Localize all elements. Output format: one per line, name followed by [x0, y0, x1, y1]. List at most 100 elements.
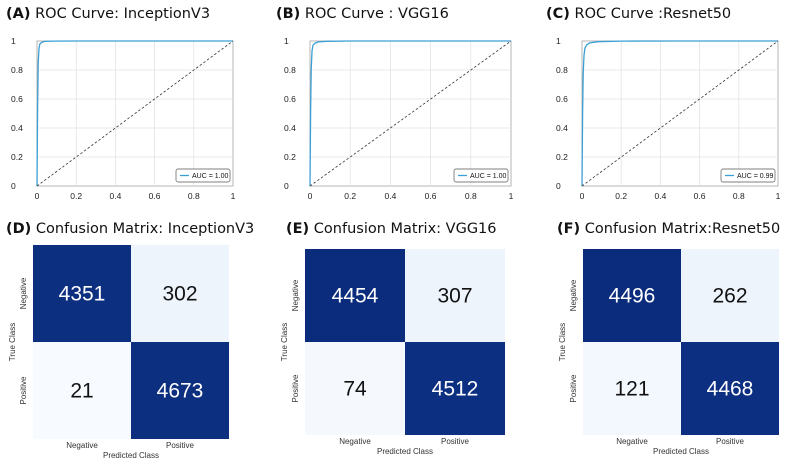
- chance-diagonal-line: [309, 40, 512, 187]
- x-tick-label: 0.2: [70, 191, 82, 201]
- y-tick-label: 0.6: [284, 94, 296, 104]
- y-tick-label: 0.2: [284, 152, 296, 162]
- x-tick-label: 0.2: [344, 191, 356, 201]
- panel-letter: (A): [6, 6, 31, 22]
- y-axis-title: True Class: [280, 323, 289, 361]
- matrix-cell: [583, 342, 681, 435]
- panel-title: (D) Confusion Matrix: InceptionV3: [6, 221, 254, 237]
- y-tick-label: 1: [284, 36, 289, 46]
- y-tick-label: 0: [556, 181, 561, 191]
- x-tick-label: 0.4: [109, 191, 121, 201]
- legend-box: [453, 168, 509, 183]
- x-category-label: Negative: [616, 437, 648, 446]
- x-tick-label: 0.6: [149, 191, 161, 201]
- x-tick-label: 1: [776, 191, 781, 201]
- panel-title-text: Confusion Matrix: VGG16: [313, 221, 497, 237]
- panel-title-text: ROC Curve: InceptionV3: [35, 6, 211, 22]
- y-category-label: Negative: [569, 279, 578, 311]
- panel-title: (E) Confusion Matrix: VGG16: [286, 221, 497, 237]
- matrix-cell: [583, 249, 681, 342]
- x-axis-title: Predicted Class: [653, 447, 709, 456]
- panel-title-text: ROC Curve :Resnet50: [574, 6, 732, 22]
- panel-letter: (F): [557, 221, 581, 237]
- matrix-cell-value: 4468: [707, 378, 754, 401]
- x-axis-title: Predicted Class: [377, 447, 433, 456]
- x-tick-label: 0.8: [465, 191, 477, 201]
- y-tick-label: 0.8: [556, 65, 568, 75]
- matrix-cell-value: 4496: [609, 285, 656, 308]
- x-category-label: Positive: [166, 441, 195, 450]
- cm-chart-d: 4351 302 21 4673 Negative Positive Predicted C…: [8, 245, 229, 460]
- chance-diagonal-line: [36, 40, 234, 187]
- matrix-cell: [681, 249, 779, 342]
- y-tick-label: 1: [556, 36, 561, 46]
- y-tick-label: 0.6: [11, 94, 23, 104]
- x-tick-label: 0.4: [384, 191, 396, 201]
- panel-title-text: Confusion Matrix: InceptionV3: [35, 221, 255, 237]
- panel-title: (A) ROC Curve: InceptionV3: [6, 6, 210, 22]
- matrix-cell: [681, 342, 779, 435]
- panel-title: (F) Confusion Matrix:Resnet50: [557, 221, 780, 237]
- y-category-label: Negative: [291, 279, 300, 311]
- y-tick-label: 1: [11, 36, 16, 46]
- roc-curve-line: [309, 40, 511, 187]
- matrix-cell: [305, 249, 405, 342]
- matrix-cell-value: 307: [437, 285, 472, 308]
- y-axis-title: True Class: [558, 323, 567, 361]
- panel-title-text: ROC Curve : VGG16: [304, 6, 449, 22]
- y-tick-label: 0: [284, 181, 289, 191]
- y-category-label: Positive: [19, 376, 28, 405]
- y-tick-label: 0.8: [11, 65, 23, 75]
- panel-title: (C) ROC Curve :Resnet50: [546, 6, 731, 22]
- y-tick-label: 0.2: [556, 152, 568, 162]
- panel-letter: (D): [6, 221, 32, 237]
- cm-chart-e: 4454 307 74 4512 Negative Positive Predicted C…: [280, 249, 505, 456]
- matrix-cell-value: 4512: [432, 378, 479, 401]
- matrix-cell: [33, 245, 131, 342]
- legend-label: AUC = 1.00: [470, 173, 506, 180]
- cm-panel-f: (F) Confusion Matrix:Resnet50 4496 262 121…: [538, 214, 790, 472]
- roc-chart-b: 0 0.2 0.4 0.6 0.8 1 0 0.2 0.4 0.6 0.8 1 AUC = 1.00: [284, 36, 514, 201]
- x-tick-label: 0.8: [188, 191, 200, 201]
- roc-curve-line: [581, 40, 778, 187]
- x-tick-label: 0: [580, 191, 585, 201]
- roc-panel-b: (B) ROC Curve : VGG16 0 0.2 0.4 0.6 0.8 1 0 0.2…: [270, 0, 533, 205]
- y-tick-label: 0.4: [284, 123, 296, 133]
- cm-panel-e: (E) Confusion Matrix: VGG16 4454 307 74 451…: [270, 214, 533, 472]
- x-tick-label: 0.6: [694, 191, 706, 201]
- x-tick-label: 0.2: [615, 191, 627, 201]
- matrix-cell: [131, 342, 229, 439]
- x-category-label: Negative: [339, 437, 371, 446]
- y-tick-label: 0.6: [556, 94, 568, 104]
- panel-letter: (E): [286, 221, 310, 237]
- x-category-label: Positive: [716, 437, 745, 446]
- matrix-cell-value: 21: [70, 380, 93, 403]
- y-category-label: Positive: [569, 374, 578, 403]
- matrix-cell: [305, 342, 405, 435]
- y-tick-label: 0: [11, 181, 16, 191]
- y-axis-title: True Class: [8, 323, 17, 361]
- cm-panel-d: (D) Confusion Matrix: InceptionV3 4351 30…: [0, 214, 263, 472]
- y-tick-label: 0.8: [284, 65, 296, 75]
- x-tick-label: 0: [308, 191, 313, 201]
- matrix-cell-value: 4351: [59, 283, 106, 306]
- x-tick-label: 0.4: [654, 191, 666, 201]
- panel-letter: (B): [276, 6, 301, 22]
- matrix-cell: [33, 342, 131, 439]
- legend-box: [720, 168, 776, 183]
- y-tick-label: 0.4: [556, 123, 568, 133]
- roc-chart-a: 0 0.2 0.4 0.6 0.8 1 0 0.2 0.4 0.6 0.8 1 AUC = 1.00: [11, 36, 236, 201]
- matrix-cell-value: 74: [343, 378, 367, 401]
- x-category-label: Negative: [66, 441, 98, 450]
- legend-label: AUC = 0.99: [737, 173, 773, 180]
- x-tick-label: 1: [231, 191, 236, 201]
- x-tick-label: 0.6: [425, 191, 437, 201]
- matrix-cell: [131, 245, 229, 342]
- roc-panel-a: (A) ROC Curve: InceptionV3 0 0.2 0.4 0.6 0.8…: [0, 0, 263, 205]
- chance-diagonal-line: [581, 40, 779, 187]
- cm-chart-f: 4496 262 121 4468 Negative Positive Predicted …: [558, 249, 779, 456]
- y-category-label: Positive: [291, 374, 300, 403]
- matrix-cell-value: 262: [712, 285, 747, 308]
- matrix-cell-value: 4673: [157, 380, 204, 403]
- x-tick-label: 0: [35, 191, 40, 201]
